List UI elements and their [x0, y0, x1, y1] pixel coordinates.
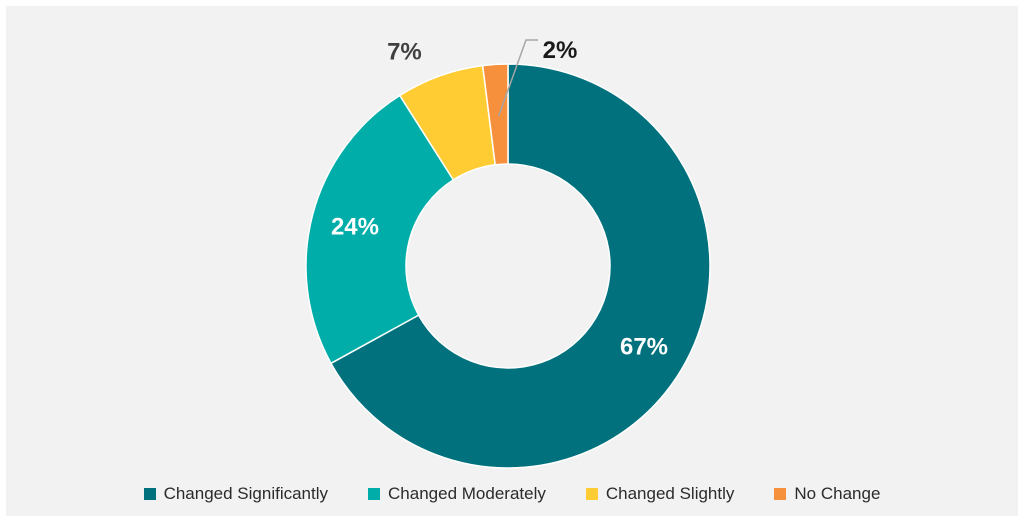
legend-label: No Change — [794, 484, 881, 503]
leader-line-no-change — [497, 39, 538, 117]
data-label-no-change: 2% — [543, 37, 578, 64]
chart-frame: 67% 24% 7% 2% Changed Significantly Changed… — [6, 6, 1018, 516]
legend-item-no-change: No Change — [774, 484, 880, 504]
legend-label: Changed Significantly — [163, 484, 329, 503]
donut-slice-changed-significantly — [329, 63, 711, 469]
legend-swatch — [143, 488, 156, 500]
legend-item-changed-significantly: Changed Significantly — [143, 484, 329, 504]
donut-slice-changed-moderately — [305, 94, 455, 365]
data-label-changed-significantly: 67% — [620, 333, 668, 360]
donut-chart: 67% 24% 7% 2% — [305, 37, 711, 469]
legend-label: Changed Moderately — [388, 484, 546, 503]
data-label-changed-slightly: 7% — [387, 39, 422, 66]
legend-swatch — [368, 488, 381, 500]
legend-item-changed-slightly: Changed Slightly — [585, 484, 735, 504]
legend-item-changed-moderately: Changed Moderately — [368, 484, 546, 504]
legend-swatch — [585, 488, 598, 500]
legend-swatch — [774, 488, 787, 500]
chart-legend: Changed Significantly Changed Moderately… — [6, 484, 1018, 504]
data-label-changed-moderately: 24% — [331, 214, 379, 241]
donut-slice-no-change — [481, 63, 509, 166]
legend-label: Changed Slightly — [605, 484, 735, 503]
